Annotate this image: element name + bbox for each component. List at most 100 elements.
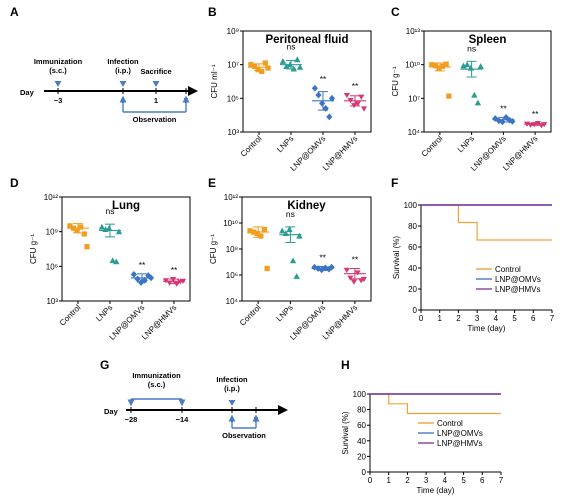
- x-tick-label: Control: [239, 134, 264, 159]
- legend-label: Control: [437, 419, 463, 428]
- data-point-triangle: [286, 226, 293, 233]
- x-tick-label: 5: [512, 314, 517, 323]
- y-tick-label: 10⁵: [227, 94, 239, 103]
- panel-label-a: A: [10, 5, 19, 19]
- x-tick-label: 6: [480, 476, 485, 485]
- chart-title: Spleen: [469, 34, 507, 46]
- chart-e: Kidney 10⁴ 10⁶ 10⁸ 10¹⁰ 10¹² CFU g⁻¹ Control LNP…: [209, 193, 372, 342]
- data-point-square: [432, 63, 438, 69]
- series-2: **: [311, 74, 336, 121]
- data-point-diamond: [506, 116, 513, 124]
- significance-label: **: [352, 81, 359, 91]
- y-tick-label: 10¹²: [224, 193, 239, 202]
- y-tick-label: 100: [353, 390, 367, 399]
- data-point-triangle: [113, 258, 120, 265]
- data-point-square: [443, 61, 449, 67]
- timeline-a-event-marker: [54, 81, 62, 87]
- timeline-a-event-marker: [152, 81, 160, 87]
- significance-label: ns: [286, 209, 295, 219]
- panel-label-h: H: [341, 358, 350, 372]
- data-point-triangle: [115, 228, 123, 235]
- plot-frame: [61, 196, 191, 302]
- chart-title: Lung: [112, 200, 140, 212]
- x-tick-label: 6: [531, 314, 536, 323]
- data-point-inverted-triangle: [354, 270, 361, 276]
- data-point-square: [265, 65, 271, 71]
- series-3: **: [343, 255, 367, 285]
- data-point-triangle: [294, 56, 301, 63]
- y-tick-label: 10⁷: [227, 61, 239, 70]
- panel-label-d: D: [10, 176, 19, 190]
- data-point-inverted-triangle: [354, 101, 361, 107]
- data-point-square: [436, 65, 442, 71]
- y-axis-label: CFU g⁻¹: [391, 66, 400, 96]
- chart-b: Peritoneal fluid 10³ 10⁵ 10⁷ 10⁹ CFU ml⁻¹ Cont…: [210, 27, 372, 173]
- x-tick-label: 7: [550, 314, 555, 323]
- data-point-triangle: [471, 91, 478, 98]
- y-axis-label: Survival (%): [392, 236, 401, 279]
- significance-label: **: [532, 109, 539, 119]
- y-tick-label: 10⁴: [408, 128, 421, 137]
- plot-frame: [241, 196, 372, 302]
- y-axis-label: CFU g⁻¹: [29, 234, 38, 264]
- y-tick-label: 0: [413, 306, 418, 315]
- data-point-inverted-triangle: [360, 106, 368, 112]
- data-point-diamond: [315, 91, 322, 99]
- x-tick-label: LNPs: [275, 303, 295, 323]
- data-point-square: [84, 244, 90, 250]
- data-point-triangle: [283, 63, 290, 69]
- timeline-g-immunization-label: Immunization: [132, 371, 181, 380]
- x-tick-label: LNPs: [456, 134, 476, 154]
- chart-title: Kidney: [287, 200, 326, 212]
- legend-label: LNP@OMVs: [437, 429, 483, 438]
- significance-label: **: [319, 253, 326, 263]
- x-axis-label: Time (day): [417, 486, 455, 495]
- timeline-a-tick-label: −3: [54, 96, 63, 105]
- data-point-diamond: [318, 266, 325, 274]
- data-point-square: [254, 230, 260, 236]
- data-point-inverted-triangle: [541, 122, 548, 128]
- legend-label: LNP@OMVs: [495, 275, 541, 284]
- series-0: [247, 226, 270, 272]
- series-3: **: [162, 265, 187, 287]
- data-point-inverted-triangle: [162, 278, 169, 284]
- y-tick-label: 10⁶: [226, 271, 238, 280]
- timeline-a-day-label: Day: [20, 88, 35, 97]
- panel-label-f: F: [391, 176, 398, 190]
- y-tick-label: 10⁹: [227, 27, 239, 36]
- x-tick-label: Control: [420, 134, 445, 159]
- data-point-diamond: [492, 115, 499, 122]
- data-point-diamond: [311, 263, 318, 271]
- data-point-triangle: [296, 232, 303, 239]
- x-tick-label: 0: [419, 314, 424, 323]
- y-tick-label: 0: [362, 468, 367, 477]
- timeline-a-event-label: (s.c.): [49, 66, 67, 75]
- y-tick-label: 80: [408, 222, 417, 231]
- data-point-triangle: [293, 273, 300, 279]
- series-1: ns: [98, 206, 123, 265]
- timeline-a-observation-label: Observation: [133, 115, 177, 124]
- significance-label: ns: [287, 42, 296, 52]
- timeline-g-immunization-label: (s.c.): [148, 380, 166, 389]
- data-point-square: [429, 62, 435, 68]
- data-point-triangle: [474, 99, 482, 106]
- plot-frame: [423, 30, 552, 133]
- x-tick-label: 0: [368, 476, 373, 485]
- timeline-g-tick-label: −28: [125, 415, 138, 424]
- y-tick-label: 40: [357, 437, 366, 446]
- data-point-diamond: [328, 94, 336, 102]
- data-point-square: [259, 68, 265, 74]
- data-point-square: [248, 62, 254, 68]
- data-point-inverted-triangle: [173, 281, 180, 287]
- data-point-diamond: [326, 113, 333, 121]
- data-point-square: [81, 231, 87, 237]
- y-tick-label: 10³: [227, 128, 239, 137]
- y-tick-label: 10⁴: [226, 297, 239, 306]
- y-tick-label: 80: [357, 406, 366, 415]
- data-point-square: [78, 224, 84, 230]
- x-tick-label: LNPs: [94, 303, 114, 323]
- timeline-g-tick-label: −14: [176, 415, 190, 424]
- data-point-triangle: [296, 63, 304, 70]
- x-tick-label: 4: [443, 476, 448, 485]
- significance-label: ns: [106, 206, 115, 216]
